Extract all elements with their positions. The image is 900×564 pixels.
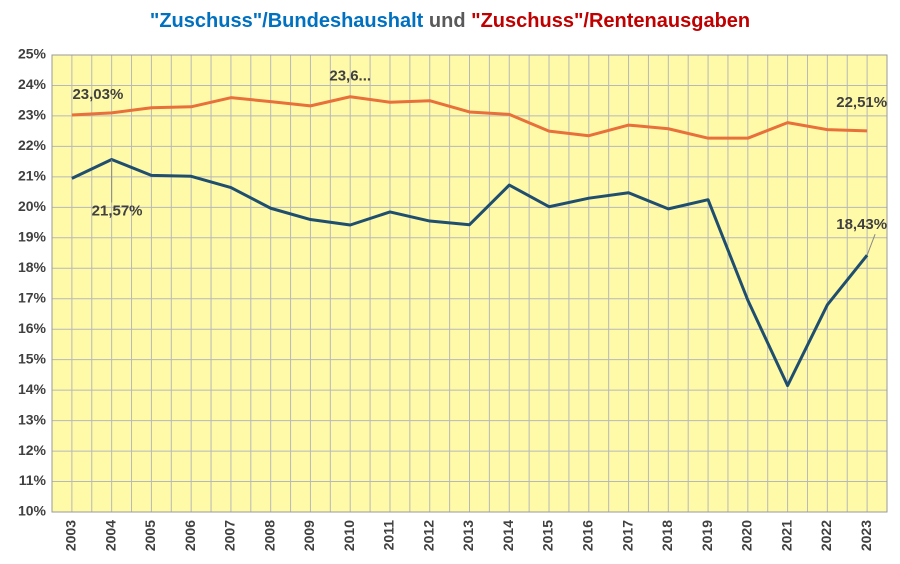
y-tick-label: 25% xyxy=(18,46,47,62)
title-part: "Zuschuss"/Bundeshaushalt xyxy=(150,10,424,32)
data-label: 22,51% xyxy=(836,94,887,111)
y-tick-label: 16% xyxy=(18,320,47,336)
series-line xyxy=(71,158,869,388)
chart-title: "Zuschuss"/Bundeshaushalt und "Zuschuss"… xyxy=(150,10,750,32)
x-tick-label: 2015 xyxy=(540,520,556,551)
y-tick-label: 14% xyxy=(18,381,47,397)
x-tick-label: 2006 xyxy=(182,520,198,551)
x-tick-label: 2019 xyxy=(699,520,715,551)
x-tick-label: 2016 xyxy=(579,520,595,551)
data-label: 21,57% xyxy=(92,202,143,219)
x-tick-label: 2012 xyxy=(420,520,436,551)
x-tick-label: 2022 xyxy=(818,520,834,551)
y-tick-label: 21% xyxy=(18,168,47,184)
x-tick-label: 2007 xyxy=(222,520,238,551)
x-tick-label: 2010 xyxy=(341,520,357,551)
data-label: 23,6... xyxy=(329,68,371,85)
x-tick-label: 2013 xyxy=(460,520,476,551)
title-part: "Zuschuss"/Rentenausgaben xyxy=(471,10,750,32)
y-tick-label: 12% xyxy=(18,442,47,458)
y-tick-label: 11% xyxy=(19,472,47,488)
y-tick-label: 19% xyxy=(18,229,47,245)
x-tick-label: 2008 xyxy=(261,520,277,551)
series-line xyxy=(71,95,868,140)
x-tick-label: 2021 xyxy=(778,520,794,551)
x-tick-label: 2018 xyxy=(659,520,675,551)
y-tick-label: 15% xyxy=(18,350,47,366)
data-label: 18,43% xyxy=(836,216,887,233)
x-tick-label: 2009 xyxy=(301,520,317,551)
x-tick-label: 2003 xyxy=(63,520,79,551)
plot-border xyxy=(51,54,888,513)
y-tick-label: 23% xyxy=(18,107,47,123)
y-tick-label: 20% xyxy=(18,198,47,214)
title-part: und xyxy=(429,10,466,32)
x-tick-label: 2004 xyxy=(102,520,118,551)
x-tick-label: 2017 xyxy=(619,520,635,551)
x-tick-label: 2023 xyxy=(858,520,874,551)
data-label: 23,03% xyxy=(72,86,123,103)
y-tick-label: 10% xyxy=(18,503,47,519)
x-tick-label: 2020 xyxy=(739,520,755,551)
y-tick-label: 24% xyxy=(18,76,47,92)
x-tick-label: 2014 xyxy=(500,520,516,551)
y-tick-label: 13% xyxy=(18,411,47,427)
y-tick-label: 22% xyxy=(18,137,47,153)
leader-line xyxy=(866,233,876,256)
y-tick-label: 18% xyxy=(18,259,47,275)
x-tick-label: 2005 xyxy=(142,520,158,551)
x-tick-label: 2011 xyxy=(381,520,397,551)
y-tick-label: 17% xyxy=(18,289,47,305)
